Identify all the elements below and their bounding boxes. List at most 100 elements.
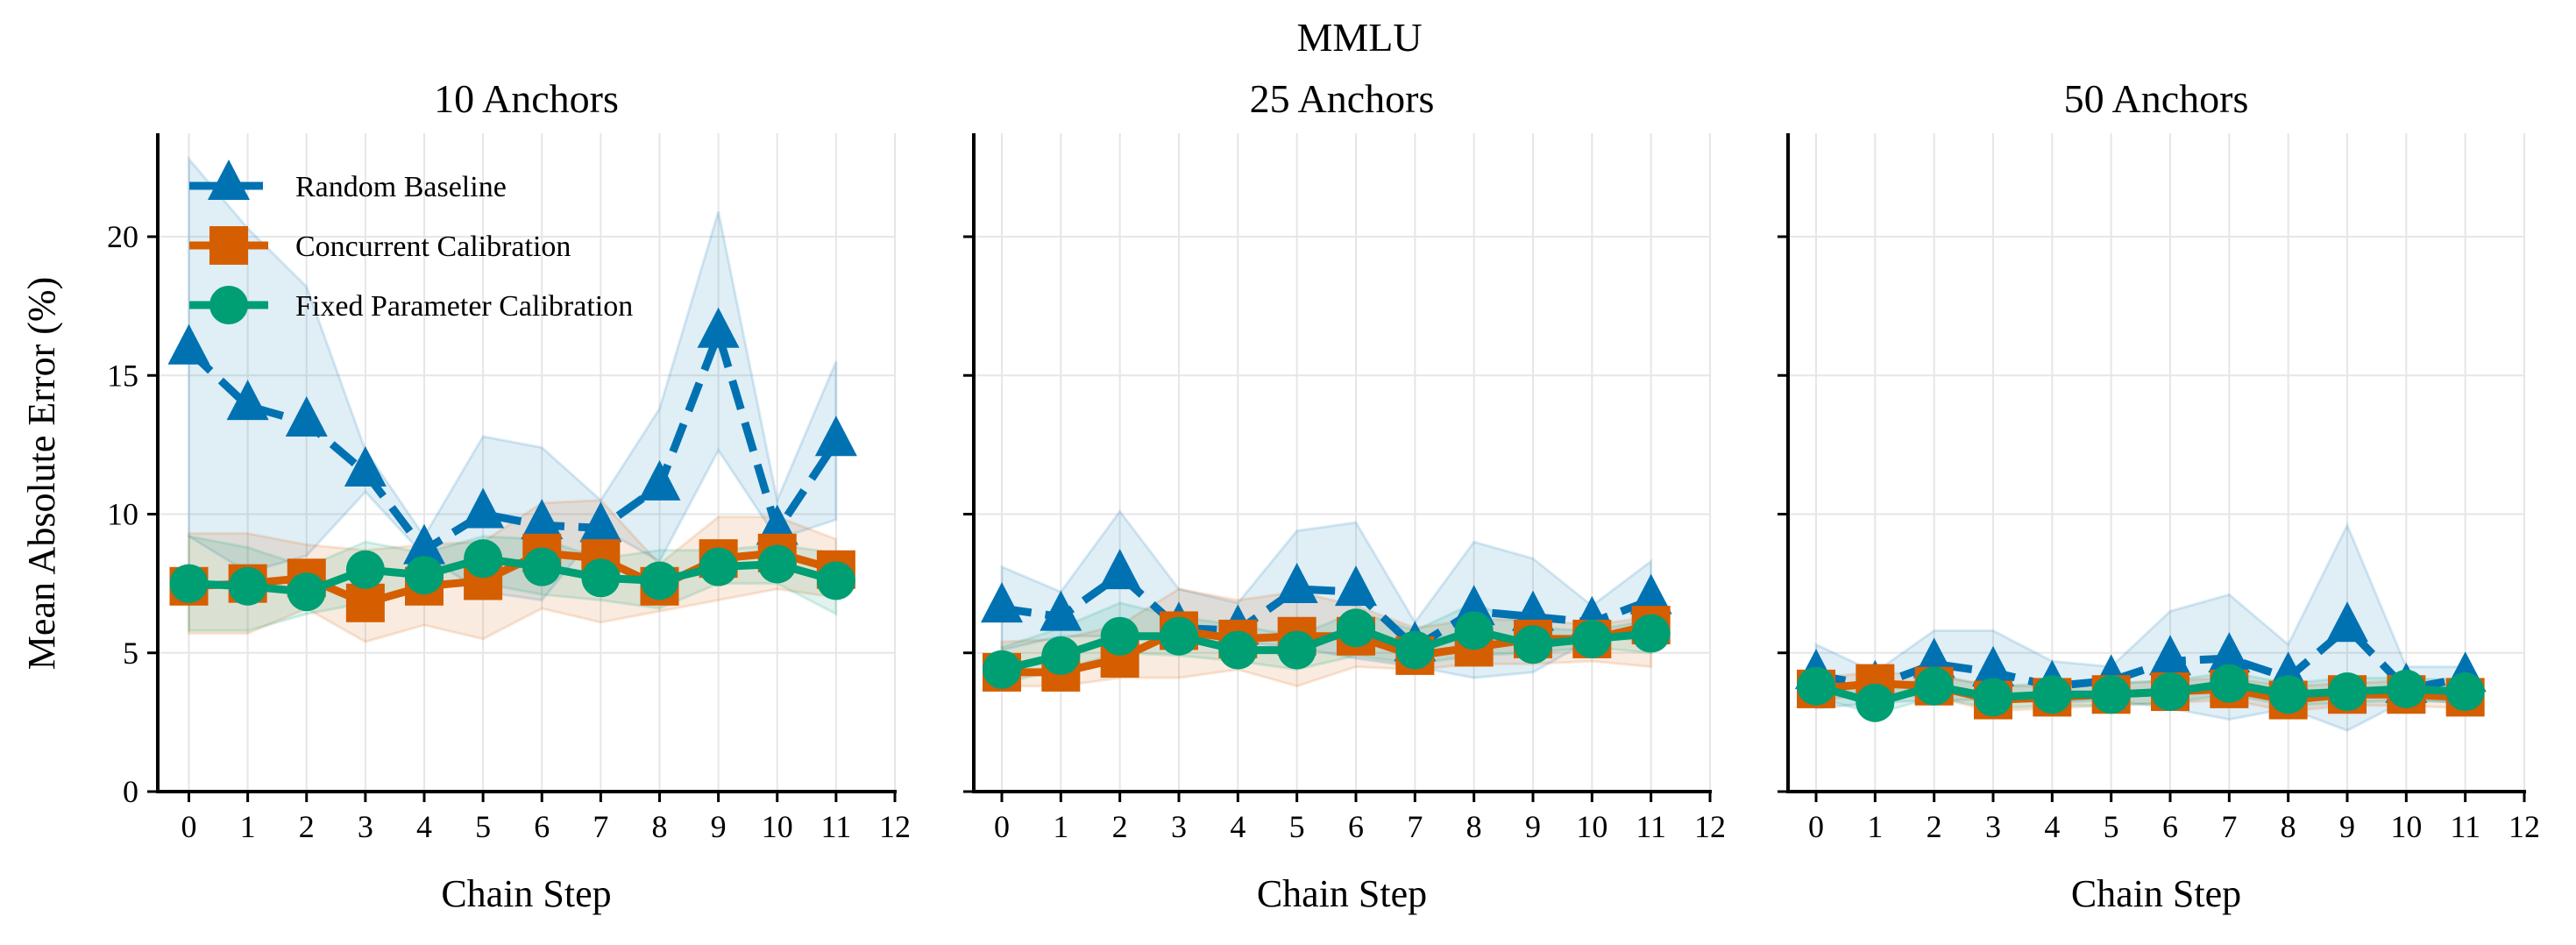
x-tick-label: 0 <box>1808 809 1824 844</box>
data-point <box>2151 672 2189 712</box>
data-point <box>1040 590 1082 631</box>
x-tick-label: 3 <box>358 809 373 844</box>
x-tick-label: 4 <box>416 809 432 844</box>
data-point <box>2268 675 2308 714</box>
x-tick-label: 4 <box>2044 809 2060 844</box>
y-tick-label: 0 <box>123 774 138 809</box>
data-point <box>697 307 740 348</box>
legend-label: Random Baseline <box>295 171 507 203</box>
data-point <box>1275 562 1318 603</box>
x-tick-label: 1 <box>1053 809 1068 844</box>
y-tick-label: 20 <box>107 219 138 254</box>
data-point <box>1100 616 1139 656</box>
x-tick-label: 10 <box>762 809 793 844</box>
y-tick-label: 10 <box>107 497 138 532</box>
data-point <box>344 446 387 487</box>
data-point <box>1041 636 1081 675</box>
data-point <box>169 564 209 603</box>
data-point <box>521 499 564 540</box>
x-tick-label: 3 <box>1171 809 1187 844</box>
data-point <box>285 396 328 437</box>
x-tick-label: 0 <box>994 809 1010 844</box>
data-point <box>1218 630 1258 670</box>
legend: Random Baseline Concurrent Calibration Fix… <box>189 160 633 324</box>
data-point <box>2387 669 2426 708</box>
x-tick-label: 2 <box>299 809 315 844</box>
data-point <box>228 566 267 606</box>
x-tick-label: 2 <box>1927 809 1942 844</box>
x-tick-label: 6 <box>2162 809 2178 844</box>
x-tick-label: 10 <box>1576 809 1607 844</box>
data-point <box>2328 672 2367 712</box>
data-point <box>1972 645 2014 686</box>
x-tick-label: 5 <box>2104 809 2119 844</box>
x-tick-label: 12 <box>879 809 911 844</box>
x-tick-label: 0 <box>181 809 197 844</box>
data-point <box>1395 630 1435 670</box>
x-tick-label: 4 <box>1230 809 1245 844</box>
legend-label: Concurrent Calibration <box>295 231 571 263</box>
x-tick-label: 5 <box>475 809 491 844</box>
x-tick-label: 11 <box>1636 809 1666 844</box>
x-tick-label: 12 <box>1694 809 1726 844</box>
data-point <box>345 583 385 622</box>
x-tick-label: 10 <box>2390 809 2422 844</box>
data-point <box>2033 675 2072 714</box>
legend-marker <box>208 160 250 200</box>
data-point <box>1160 616 1198 656</box>
data-point <box>345 550 385 589</box>
x-tick-label: 7 <box>1407 809 1423 844</box>
x-tick-label: 9 <box>1525 809 1541 844</box>
data-point <box>1797 666 1835 706</box>
x-tick-label: 11 <box>821 809 852 844</box>
y-tick-label: 15 <box>107 358 138 393</box>
x-tick-label: 8 <box>1466 809 1482 844</box>
data-point <box>462 487 505 529</box>
panel-title: 25 Anchors <box>1250 76 1435 121</box>
data-point <box>1629 573 1672 615</box>
x-tick-label: 6 <box>1348 809 1364 844</box>
x-axis-label: Chain Step <box>441 872 611 915</box>
data-point <box>2149 635 2191 676</box>
data-point <box>1337 608 1375 648</box>
data-point <box>2326 601 2368 643</box>
data-point <box>167 323 210 365</box>
legend-item: Fixed Parameter Calibration <box>189 286 633 324</box>
legend-item: Concurrent Calibration <box>189 226 571 265</box>
y-tick-label: 5 <box>123 636 138 671</box>
data-point <box>1514 625 1552 664</box>
data-point <box>1856 683 1895 722</box>
data-point <box>757 544 797 584</box>
x-tick-label: 11 <box>2450 809 2480 844</box>
data-point <box>1572 619 1612 658</box>
legend-marker <box>209 286 248 324</box>
data-point <box>983 650 1021 689</box>
x-axis-label: Chain Step <box>1257 872 1427 915</box>
y-axis-label: Mean Absolute Error (%) <box>20 277 63 670</box>
data-point <box>1277 630 1316 670</box>
data-point <box>403 523 445 565</box>
panel-title: 10 Anchors <box>434 76 619 121</box>
x-tick-label: 1 <box>240 809 256 844</box>
data-point <box>2445 672 2485 712</box>
data-point <box>981 582 1023 623</box>
legend-item: Random Baseline <box>189 160 507 203</box>
data-point <box>1335 565 1377 607</box>
data-point <box>522 547 562 586</box>
data-point <box>579 501 622 543</box>
data-point <box>464 539 503 579</box>
data-point <box>226 380 269 421</box>
data-point <box>640 561 679 600</box>
data-point <box>405 556 444 595</box>
suptitle: MMLU <box>1296 15 1422 60</box>
data-point <box>1974 678 2012 717</box>
x-tick-label: 12 <box>2509 809 2540 844</box>
data-point <box>1631 614 1671 653</box>
legend-label: Fixed Parameter Calibration <box>295 290 633 323</box>
x-axis-label: Chain Step <box>2071 872 2241 915</box>
data-point <box>816 561 855 600</box>
data-point <box>287 572 326 612</box>
